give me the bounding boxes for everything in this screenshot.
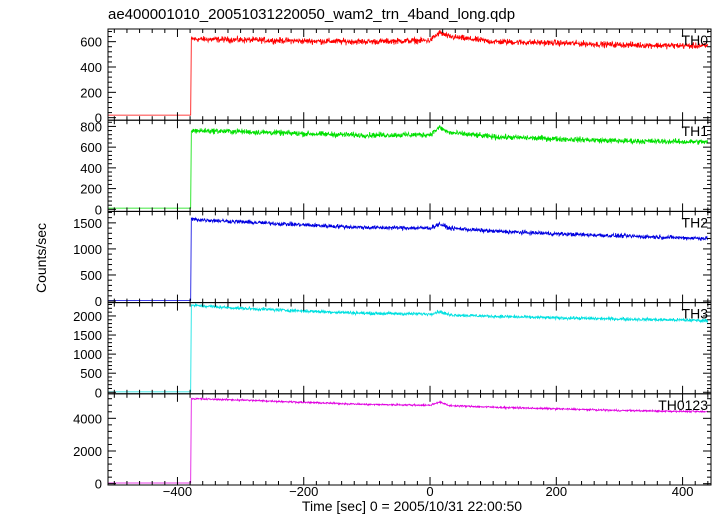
x-tick-label: 200 [545, 484, 567, 499]
panel-frame [107, 302, 712, 395]
y-tick-label: 400 [80, 161, 102, 176]
y-tick-label: 500 [80, 366, 102, 381]
y-tick-label: 0 [95, 202, 102, 217]
panel-th1: 0 200 400 600 800 TH1 [80, 119, 712, 217]
panel-th0: 0 200 400 600 TH0 [80, 28, 712, 126]
y-tick-label: 0 [95, 385, 102, 400]
panel-frame [107, 210, 712, 304]
x-axis-title: Time [sec] 0 = 2005/10/31 22:00:50 [302, 498, 522, 514]
x-tick-label: −400 [163, 484, 192, 499]
y-tick-label: 200 [80, 182, 102, 197]
y-tick-label: 0 [95, 294, 102, 309]
y-tick-label: 4000 [73, 411, 102, 426]
panel-th3: 0 500 1000 1500 2000 TH3 [73, 302, 712, 400]
series-label-th0: TH0 [682, 32, 709, 48]
panel-th0123: 0 2000 4000 TH0123 [73, 393, 712, 492]
y-tick-label: 1000 [73, 347, 102, 362]
y-tick-label: 1500 [73, 328, 102, 343]
panels: 0 200 400 600 TH0 0 200 400 600 800 TH1 0 500 1000 150… [73, 28, 712, 492]
x-tick-label: 0 [426, 484, 433, 499]
y-tick-label: 600 [80, 35, 102, 50]
y-tick-label: 2000 [73, 309, 102, 324]
series-label-th2: TH2 [682, 214, 709, 230]
series-label-th0123: TH0123 [658, 397, 708, 413]
series-label-th3: TH3 [682, 306, 709, 322]
panel-frame [107, 393, 712, 486]
chart-title: ae400001010_20051031220050_wam2_trn_4ban… [108, 6, 515, 23]
x-tick-label: −200 [289, 484, 318, 499]
y-tick-label: 200 [80, 85, 102, 100]
y-tick-label: 800 [80, 119, 102, 134]
y-axis-title: Counts/sec [33, 223, 49, 293]
series-line-th0123 [108, 396, 709, 484]
series-label-th1: TH1 [682, 123, 709, 139]
y-tick-label: 400 [80, 60, 102, 75]
y-tick-label: 0 [95, 477, 102, 492]
panel-frame [107, 119, 712, 212]
series-line-th0 [108, 29, 709, 116]
y-tick-label: 600 [80, 140, 102, 155]
x-axis: −400 −200 0 200 400 [163, 484, 694, 499]
series-line-th3 [108, 302, 709, 393]
panel-th2: 0 500 1000 1500 TH2 [73, 210, 712, 309]
y-tick-label: 0 [95, 111, 102, 126]
y-tick-label: 2000 [73, 444, 102, 459]
y-tick-label: 1000 [73, 242, 102, 257]
x-tick-label: 400 [672, 484, 694, 499]
y-tick-label: 500 [80, 268, 102, 283]
y-tick-label: 1500 [73, 216, 102, 231]
series-line-th2 [108, 216, 708, 301]
series-line-th1 [108, 125, 709, 209]
